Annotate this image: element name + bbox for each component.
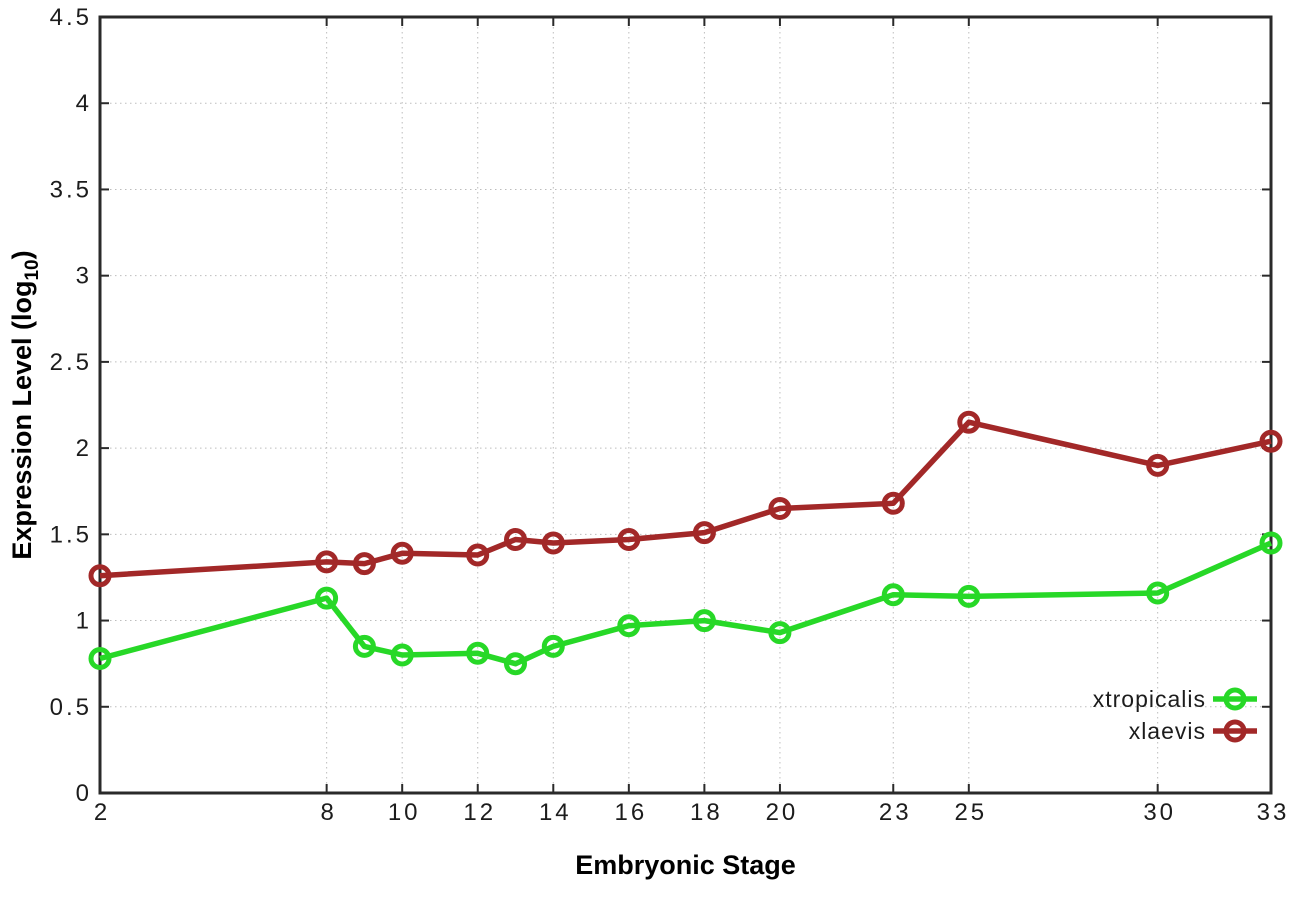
y-axis-label-main: Expression Level (log [7, 281, 37, 560]
x-tick-label: 18 [690, 799, 723, 826]
y-tick-label: 2 [76, 435, 92, 462]
y-axis-label: Expression Level (log10) [7, 250, 43, 559]
legend-label-xlaevis: xlaevis [1129, 718, 1206, 744]
tick-marks [99, 16, 1272, 794]
x-tick-label: 23 [879, 799, 912, 826]
point-xlaevis-stage-16 [617, 528, 641, 551]
legend: xtropicalis xlaevis [1093, 686, 1257, 744]
y-tick-labels: 0 0.5 1 1.5 2 2.5 3 3.5 4 4.5 [50, 4, 92, 807]
x-tick-label: 10 [388, 799, 421, 826]
point-xlaevis-stage-9 [352, 552, 376, 576]
x-tick-label: 14 [539, 799, 572, 826]
x-axis-label: Embryonic Stage [575, 850, 796, 880]
legend-sample-marker-xlaevis [1223, 719, 1247, 743]
point-xlaevis-stage-14 [541, 531, 565, 555]
x-tick-label: 16 [614, 799, 647, 826]
point-xtropicalis-stage-12 [466, 641, 490, 665]
point-xtropicalis-stage-14 [541, 634, 565, 658]
point-xlaevis-stage-12 [466, 543, 490, 567]
point-xtropicalis-stage-2 [88, 647, 112, 670]
point-xlaevis-stage-13 [504, 528, 527, 551]
point-xtropicalis-stage-8 [315, 586, 339, 610]
point-xlaevis-stage-33 [1259, 429, 1283, 453]
x-tick-label: 2 [94, 799, 110, 826]
y-tick-label: 1 [76, 608, 92, 635]
point-xlaevis-stage-23 [881, 491, 905, 515]
point-xtropicalis-stage-18 [692, 609, 716, 633]
series-xtropicalis [88, 531, 1283, 676]
x-tick-label: 8 [320, 799, 336, 826]
y-tick-label: 4.5 [50, 4, 92, 31]
point-xlaevis-stage-10 [390, 541, 414, 565]
y-tick-label: 3 [76, 263, 92, 290]
legend-sample-marker-xtropicalis [1223, 687, 1247, 711]
y-tick-label: 1.5 [50, 521, 92, 548]
y-tick-label: 0 [76, 780, 92, 807]
legend-entry-xlaevis: xlaevis [1129, 718, 1257, 744]
point-xtropicalis-stage-13 [504, 652, 527, 676]
x-tick-label: 33 [1257, 799, 1290, 826]
series-line-xtropicalis [99, 540, 1273, 667]
y-axis-label-suffix: ) [7, 250, 37, 259]
y-tick-label: 2.5 [50, 349, 92, 376]
point-xtropicalis-stage-33 [1259, 531, 1283, 555]
y-tick-label: 0.5 [50, 694, 92, 721]
x-tick-label: 25 [954, 799, 987, 826]
plot-border [98, 15, 1273, 795]
point-xtropicalis-stage-30 [1146, 581, 1170, 605]
x-tick-label: 20 [766, 799, 799, 826]
x-tick-labels: 2 8 10 12 14 16 18 20 23 25 30 33 [94, 799, 1290, 826]
x-tick-label: 12 [463, 799, 496, 826]
x-tick-label: 30 [1143, 799, 1176, 826]
point-xlaevis-stage-25 [957, 410, 981, 434]
y-tick-label: 4 [76, 90, 92, 117]
point-xlaevis-stage-20 [768, 497, 792, 520]
point-xtropicalis-stage-16 [617, 614, 641, 638]
legend-entry-xtropicalis: xtropicalis [1093, 686, 1257, 712]
point-xtropicalis-stage-20 [768, 621, 792, 645]
point-xlaevis-stage-18 [692, 521, 716, 545]
point-xtropicalis-stage-25 [957, 584, 981, 608]
point-xtropicalis-stage-10 [390, 643, 414, 667]
point-xtropicalis-stage-9 [352, 634, 376, 658]
point-xtropicalis-stage-23 [881, 583, 905, 607]
point-xlaevis-stage-8 [315, 550, 339, 574]
series-xlaevis [88, 410, 1283, 588]
y-tick-label: 3.5 [50, 176, 92, 203]
point-xlaevis-stage-30 [1146, 453, 1170, 477]
point-xlaevis-stage-2 [88, 564, 112, 588]
y-axis-label-subscript: 10 [22, 259, 43, 280]
legend-label-xtropicalis: xtropicalis [1093, 686, 1206, 712]
